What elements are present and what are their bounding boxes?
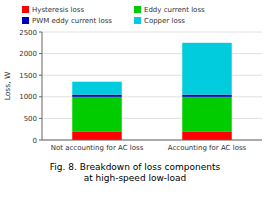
legend-label: Hysteresis loss bbox=[32, 6, 84, 14]
y-tick-label: 2000 bbox=[19, 50, 37, 58]
bar bbox=[72, 95, 122, 97]
bars bbox=[72, 43, 232, 140]
chart: 0 500 1000 1500 2000 2500 Not accounting for A… bbox=[0, 0, 270, 200]
bar bbox=[72, 82, 122, 95]
bar bbox=[72, 131, 122, 140]
bar bbox=[182, 95, 232, 97]
x-tick-label: Not accounting for AC loss bbox=[51, 144, 144, 152]
y-tick-label: 0 bbox=[33, 137, 37, 145]
y-axis-label: Loss, W bbox=[3, 71, 12, 100]
y-tick-label: 2500 bbox=[19, 29, 37, 37]
grid-line bbox=[42, 140, 262, 141]
caption: Fig. 8. Breakdown of loss componentsat h… bbox=[50, 162, 221, 183]
y-tick-label: 1500 bbox=[19, 72, 37, 80]
caption-line: Fig. 8. Breakdown of loss components bbox=[50, 162, 221, 172]
legend-swatch bbox=[22, 17, 29, 24]
bar bbox=[182, 131, 232, 140]
y-tick-label: 1000 bbox=[19, 93, 37, 101]
legend-label: Eddy current loss bbox=[144, 6, 205, 14]
legend-label: Copper loss bbox=[144, 17, 185, 25]
legend-swatch bbox=[134, 6, 141, 13]
x-axis bbox=[42, 140, 262, 141]
y-grid bbox=[42, 32, 262, 140]
caption-line: at high-speed low-load bbox=[84, 173, 187, 183]
legend: Hysteresis loss Eddy current loss PWM eddy… bbox=[22, 6, 205, 25]
y-axis bbox=[42, 32, 43, 140]
bar bbox=[72, 97, 122, 132]
x-tick-label: Accounting for AC loss bbox=[168, 144, 247, 152]
legend-label: PWM eddy current loss bbox=[32, 17, 112, 25]
legend-swatch bbox=[134, 17, 141, 24]
grid-line bbox=[42, 32, 262, 33]
bar bbox=[182, 97, 232, 132]
y-tick-label: 500 bbox=[24, 115, 37, 123]
legend-swatch bbox=[22, 6, 29, 13]
bar bbox=[182, 43, 232, 95]
